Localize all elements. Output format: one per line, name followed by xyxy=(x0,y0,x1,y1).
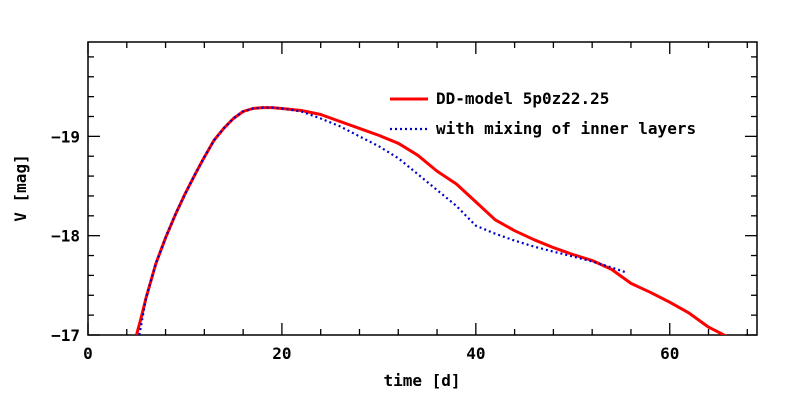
legend-label-mixing: with mixing of inner layers xyxy=(436,119,696,138)
x-tick-label: 20 xyxy=(272,344,291,363)
y-tick-label: −18 xyxy=(51,227,80,246)
legend: DD-model 5p0z22.25 with mixing of inner … xyxy=(390,89,696,138)
x-tick-label: 0 xyxy=(83,344,93,363)
x-axis-label: time [d] xyxy=(383,371,460,390)
y-tick-label: −17 xyxy=(51,326,80,345)
axis-ticks xyxy=(87,42,757,336)
x-tick-label: 40 xyxy=(466,344,485,363)
axis-tick-labels: 0 20 40 60 −17 −18 −19 xyxy=(51,127,679,363)
legend-label-dd-model: DD-model 5p0z22.25 xyxy=(436,89,609,108)
series-line-dd-model xyxy=(135,106,728,335)
y-axis-label: V [mag] xyxy=(11,154,30,221)
x-tick-label: 60 xyxy=(660,344,679,363)
plot-frame xyxy=(87,41,758,336)
series-layer xyxy=(135,106,728,335)
series-line-mixing xyxy=(138,106,627,335)
y-tick-label: −19 xyxy=(51,127,80,146)
